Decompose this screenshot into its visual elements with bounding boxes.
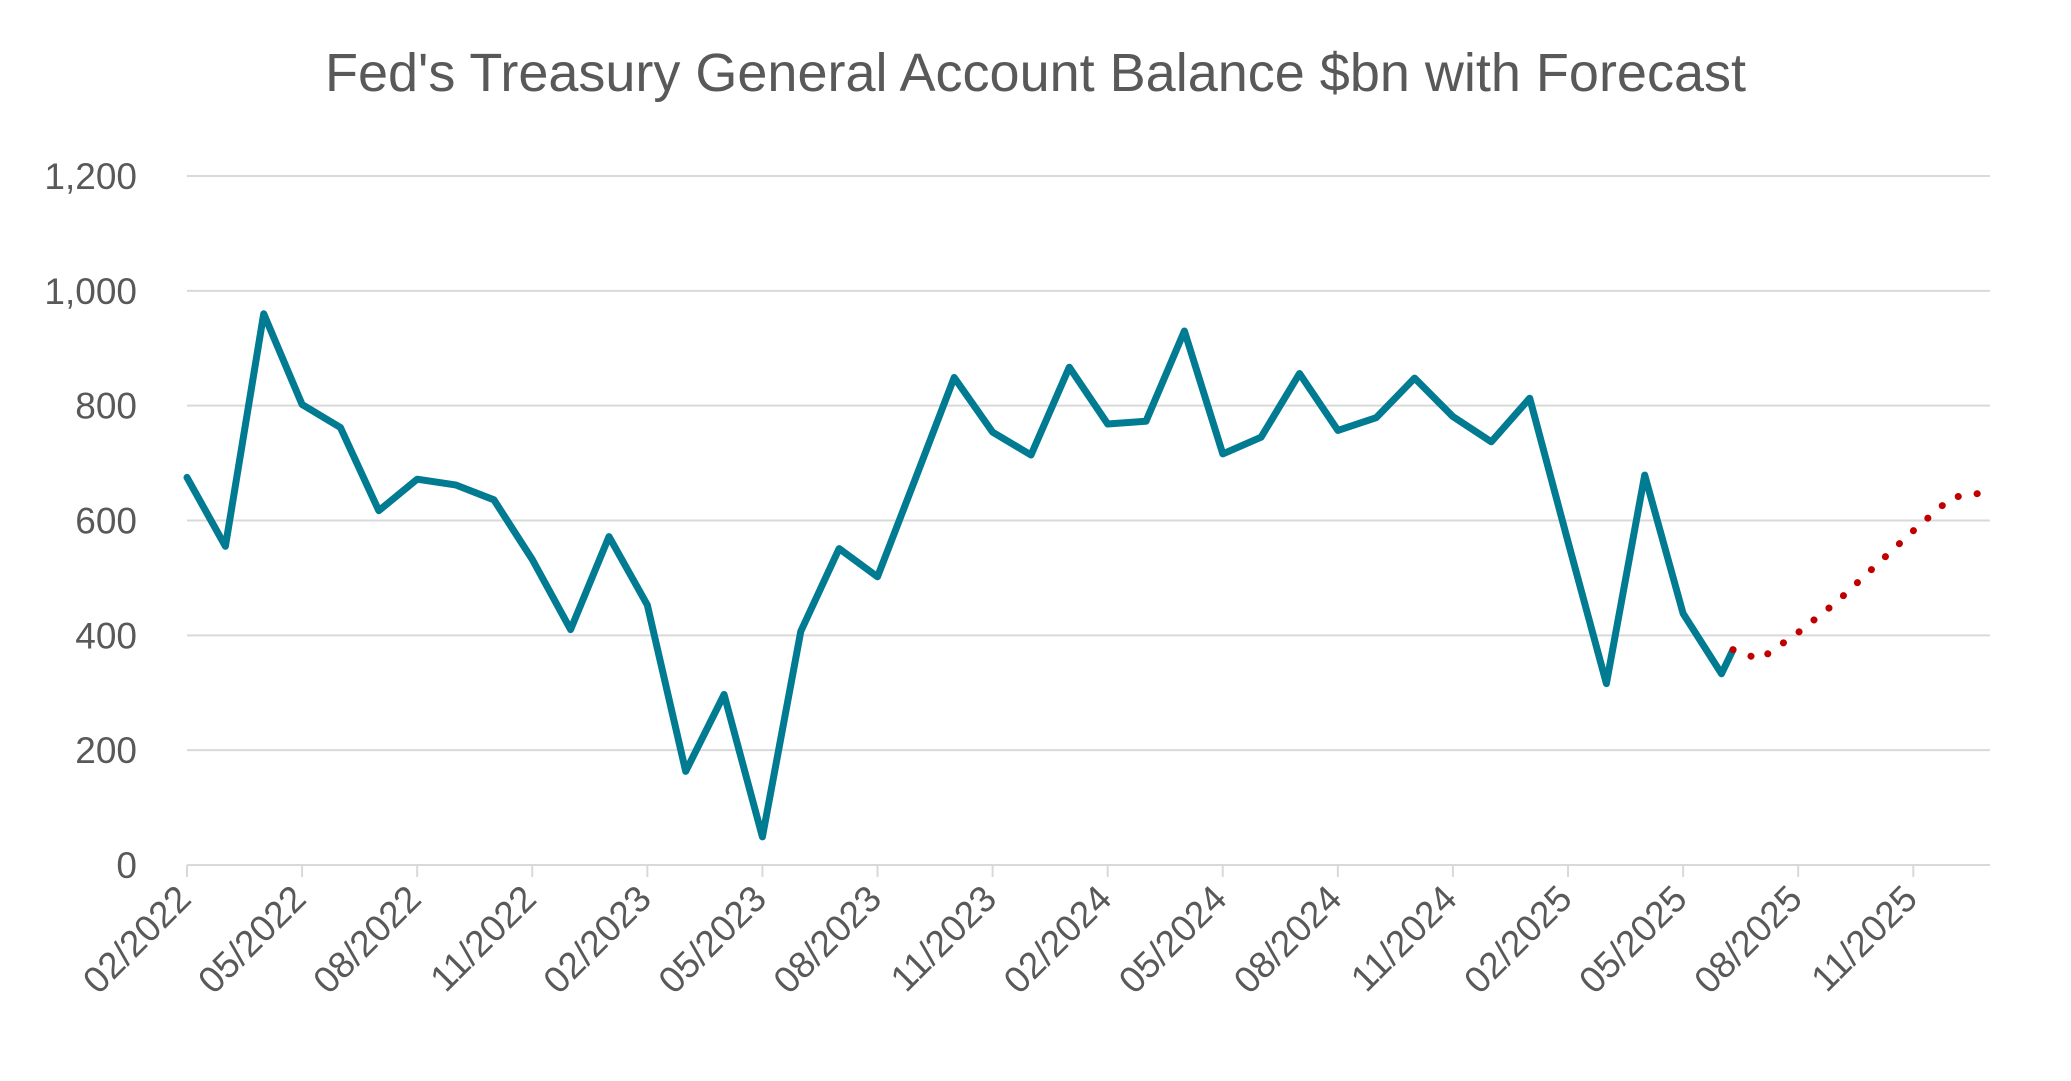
- y-axis-labels: 0 200 400 600 800 1,000 1,200: [44, 156, 137, 886]
- x-tick-label: 05/2023: [651, 878, 775, 1002]
- series-lines: [183, 310, 1994, 841]
- x-tick-label: 08/2024: [1226, 878, 1350, 1002]
- x-tick-label: 08/2023: [766, 878, 890, 1002]
- x-tick-label: 05/2022: [190, 878, 314, 1002]
- gridlines: [187, 175, 1990, 752]
- y-tick-label: 400: [75, 615, 137, 656]
- y-tick-label: 1,000: [44, 271, 137, 312]
- x-tick-label: 02/2023: [535, 878, 659, 1002]
- x-tick-label: 02/2025: [1456, 878, 1580, 1002]
- x-axis-labels: 02/202205/202208/202211/202202/202305/20…: [75, 878, 1925, 1002]
- x-tick-label: 11/2024: [1343, 878, 1465, 1000]
- x-tick-label: 02/2022: [75, 878, 199, 1002]
- y-tick-label: 200: [75, 730, 137, 771]
- x-tick-label: 05/2024: [1111, 878, 1235, 1002]
- x-tick-label: 05/2025: [1571, 878, 1695, 1002]
- y-tick-label: 0: [116, 845, 137, 886]
- chart-title: Fed's Treasury General Account Balance $…: [324, 43, 1747, 103]
- x-tick-label: 02/2024: [996, 878, 1120, 1002]
- x-tick-label: 11/2025: [1803, 878, 1925, 1000]
- x-tick-label: 11/2023: [883, 878, 1005, 1000]
- y-tick-label: 600: [75, 501, 137, 542]
- x-tick-label: 11/2022: [422, 878, 544, 1000]
- balance-line: [183, 310, 1737, 841]
- x-axis: [186, 864, 1990, 877]
- forecast-line: [1729, 488, 1994, 663]
- y-tick-label: 800: [75, 386, 137, 427]
- y-tick-label: 1,200: [44, 156, 137, 197]
- x-tick-label: 08/2025: [1686, 878, 1810, 1002]
- x-tick-label: 08/2022: [305, 878, 429, 1002]
